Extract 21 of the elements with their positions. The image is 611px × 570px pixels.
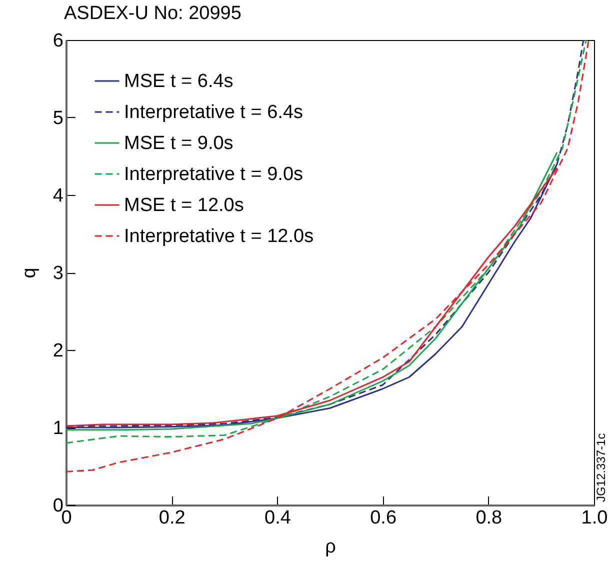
x-tick-label: 0.4 <box>264 508 292 528</box>
y-tick-label: 4 <box>52 186 64 206</box>
legend-label: MSE t = 9.0s <box>124 133 234 154</box>
x-tick-label: 0.6 <box>370 508 397 528</box>
x-tick-label: 0.8 <box>476 508 502 528</box>
legend-label: MSE t = 12.0s <box>124 195 244 216</box>
legend-label: MSE t = 6.4s <box>124 71 234 92</box>
annotation: JG12.337-1c <box>594 433 608 502</box>
x-tick-label: 0.2 <box>158 508 186 528</box>
y-axis-title: q <box>18 268 40 278</box>
y-tick-label: 6 <box>52 30 64 52</box>
y-tick-label: 1 <box>52 418 64 439</box>
y-tick-label: 2 <box>52 340 64 362</box>
y-tick-label: 5 <box>52 108 64 129</box>
legend-label: Interpretative t = 12.0s <box>124 226 314 247</box>
legend-label: Interpretative t = 9.0s <box>124 164 304 185</box>
x-tick-label: 1.0 <box>581 508 608 528</box>
x-axis-title: ρ <box>325 536 336 558</box>
chart-title: ASDEX-U No: 20995 <box>64 3 242 24</box>
y-tick-label: 3 <box>52 263 64 284</box>
legend-label: Interpretative t = 6.4s <box>124 102 304 123</box>
